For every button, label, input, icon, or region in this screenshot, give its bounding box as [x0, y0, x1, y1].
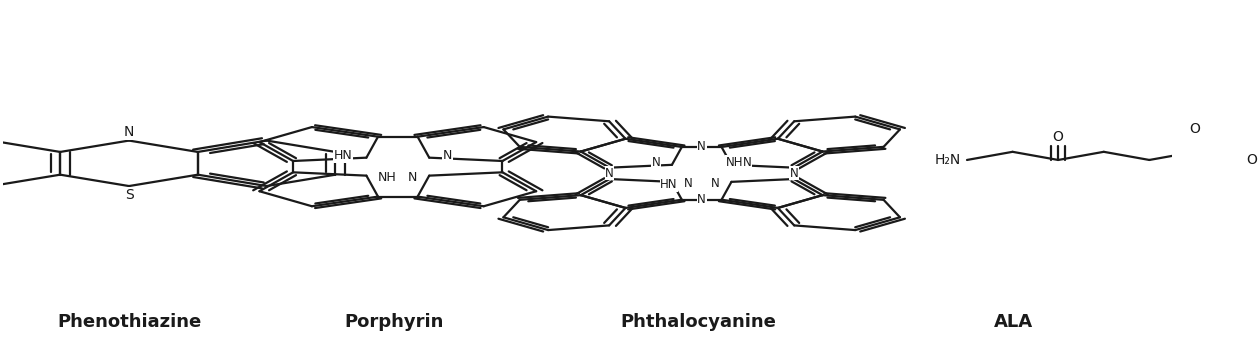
Text: O: O: [1190, 122, 1200, 136]
Text: N: N: [652, 156, 660, 169]
Text: N: N: [697, 140, 706, 153]
Text: NH: NH: [726, 156, 743, 169]
Text: N: N: [683, 177, 692, 190]
Text: N: N: [123, 124, 135, 139]
Text: N: N: [443, 149, 453, 162]
Text: HN: HN: [660, 178, 678, 191]
Text: ALA: ALA: [994, 312, 1033, 330]
Text: N: N: [711, 177, 720, 190]
Text: S: S: [125, 188, 133, 202]
Text: N: N: [743, 156, 752, 169]
Text: Phenothiazine: Phenothiazine: [57, 312, 201, 330]
Text: N: N: [605, 167, 614, 180]
Text: N: N: [408, 171, 418, 184]
Text: N: N: [790, 167, 799, 180]
Text: HN: HN: [333, 149, 352, 162]
Text: Phthalocyanine: Phthalocyanine: [620, 312, 776, 330]
Text: NH: NH: [379, 171, 396, 184]
Text: OH: OH: [1247, 153, 1258, 167]
Text: N: N: [697, 193, 706, 206]
Text: O: O: [1053, 130, 1063, 144]
Text: Porphyrin: Porphyrin: [345, 312, 444, 330]
Text: H₂N: H₂N: [935, 153, 961, 167]
